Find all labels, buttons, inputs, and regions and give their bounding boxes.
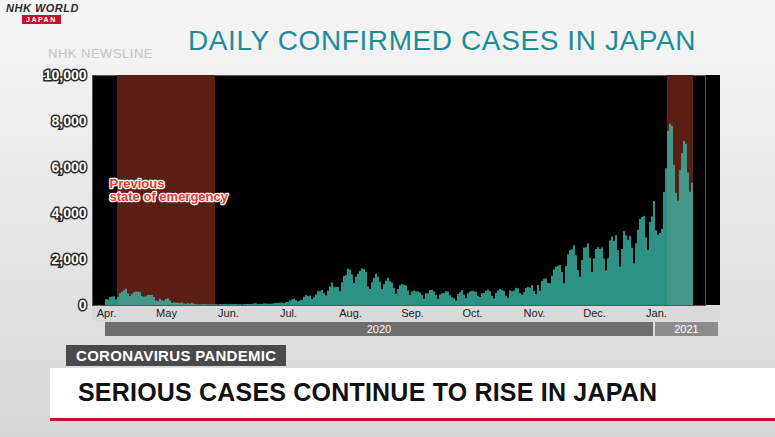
svg-text:May: May [156, 307, 177, 319]
html-text:CORONAVIRUS PANDEMIC: CORONAVIRUS PANDEMIC [76, 347, 277, 364]
svg-text:8,000: 8,000 [51, 113, 86, 129]
svg-text:10,000: 10,000 [44, 67, 87, 83]
svg-text:2,000: 2,000 [51, 251, 86, 267]
svg-text:Apr.: Apr. [97, 307, 117, 319]
html-text:NHK WORLD: NHK WORLD [6, 2, 79, 14]
html-text:JAPAN: JAPAN [26, 16, 57, 23]
svg-text:Oct.: Oct. [462, 307, 482, 319]
html-text:2021: 2021 [674, 323, 699, 335]
svg-text:Aug.: Aug. [339, 307, 362, 319]
html-text:NHK NEWSLINE: NHK NEWSLINE [48, 46, 153, 61]
svg-text:Dec.: Dec. [583, 307, 606, 319]
html-text:DAILY CONFIRMED CASES IN JAPAN: DAILY CONFIRMED CASES IN JAPAN [188, 25, 697, 56]
svg-text:Jul.: Jul. [280, 307, 297, 319]
svg-text:Previousstate of emergency: Previousstate of emergency [110, 176, 229, 204]
html-text:SERIOUS CASES CONTINUE TO RISE: SERIOUS CASES CONTINUE TO RISE IN JAPAN [78, 378, 658, 406]
html-text:2020: 2020 [366, 323, 392, 335]
svg-text:Nov.: Nov. [524, 307, 546, 319]
svg-text:Sep.: Sep. [401, 307, 424, 319]
svg-text:4,000: 4,000 [51, 205, 86, 221]
svg-text:Jan.: Jan. [646, 307, 667, 319]
svg-text:Jun.: Jun. [218, 307, 239, 319]
svg-text:6,000: 6,000 [51, 159, 86, 175]
svg-text:0: 0 [79, 297, 87, 313]
